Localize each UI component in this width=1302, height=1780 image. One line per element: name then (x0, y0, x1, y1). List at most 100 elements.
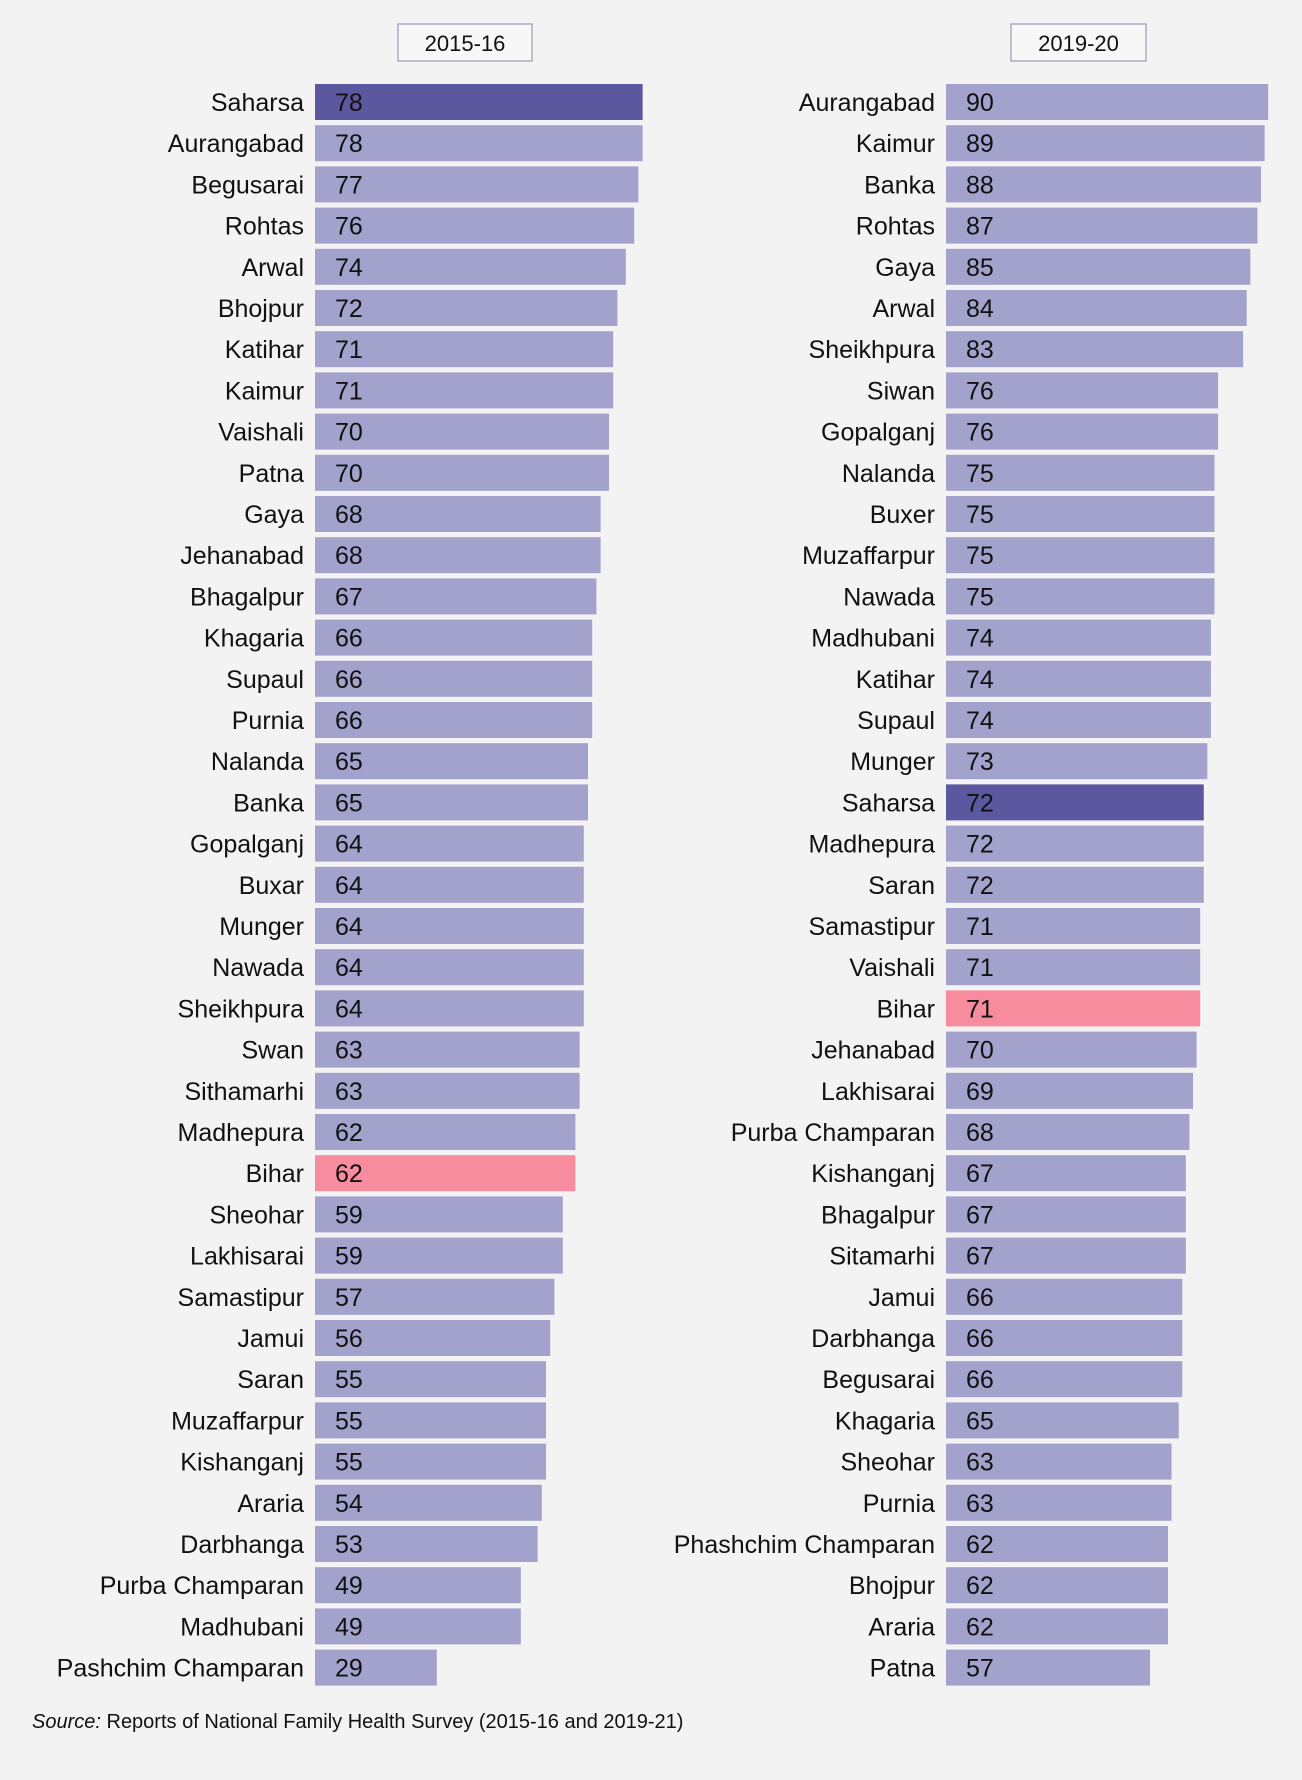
value-label-2019-20-patna: 57 (966, 1655, 994, 1683)
category-label-2015-16-darbhanga: Darbhanga (180, 1531, 304, 1559)
category-label-2015-16-nalanda: Nalanda (211, 748, 304, 776)
value-label-2019-20-katihar: 74 (966, 666, 994, 694)
category-label-2019-20-bhagalpur: Bhagalpur (821, 1201, 935, 1229)
category-label-2019-20-rohtas: Rohtas (856, 213, 935, 241)
category-label-2019-20-bihar: Bihar (877, 995, 935, 1023)
category-label-2019-20-supaul: Supaul (857, 707, 935, 735)
bar-2019-20-siwan (946, 372, 1219, 409)
bar-2015-16-arwal (315, 248, 626, 285)
value-label-2019-20-araria: 62 (966, 1613, 994, 1641)
category-label-2019-20-madhepura: Madhepura (809, 831, 936, 859)
bar-2019-20-vaishali (946, 949, 1201, 986)
value-label-2019-20-nawada: 75 (966, 583, 994, 611)
bar-2019-20-bhagalpur (946, 1196, 1186, 1233)
category-label-2015-16-saran: Saran (237, 1366, 304, 1394)
bar-2015-16-muzaffarpur (315, 1402, 546, 1439)
category-label-2019-20-purnia: Purnia (863, 1490, 935, 1518)
category-label-2015-16-rohtas: Rohtas (225, 213, 304, 241)
bar-2015-16-sithamarhi (315, 1072, 580, 1109)
value-label-2015-16-rohtas: 76 (335, 213, 363, 241)
header-2015-16: 2015-16 (425, 31, 506, 56)
bar-2015-16-bihar (315, 1155, 576, 1192)
bar-2015-16-sheohar (315, 1196, 563, 1233)
value-label-2015-16-madhepura: 62 (335, 1119, 363, 1147)
bar-2019-20-khagaria (946, 1402, 1179, 1439)
category-label-2015-16-kishanganj: Kishanganj (180, 1449, 304, 1477)
value-label-2015-16-sithamarhi: 63 (335, 1078, 363, 1106)
bar-2019-20-munger (946, 743, 1208, 780)
category-label-2019-20-gopalganj: Gopalganj (821, 419, 935, 447)
category-label-2015-16-bhagalpur: Bhagalpur (190, 583, 304, 611)
category-label-2019-20-madhubani: Madhubani (811, 625, 935, 653)
value-label-2019-20-nalanda: 75 (966, 460, 994, 488)
category-label-2019-20-nalanda: Nalanda (842, 460, 935, 488)
bar-2015-16-gaya (315, 496, 601, 532)
category-label-2019-20-muzaffarpur: Muzaffarpur (802, 542, 935, 570)
bar-2019-20-katihar (946, 660, 1211, 697)
value-label-2019-20-rohtas: 87 (966, 213, 994, 241)
value-label-2015-16-nawada: 64 (335, 954, 363, 982)
value-label-2015-16-samastipur: 57 (335, 1284, 363, 1312)
category-label-2015-16-munger: Munger (219, 913, 304, 941)
value-label-2019-20-vaishali: 71 (966, 954, 994, 982)
category-label-2015-16-madhubani: Madhubani (180, 1613, 304, 1641)
category-label-2015-16-jamui: Jamui (237, 1325, 304, 1353)
value-label-2019-20-gaya: 85 (966, 254, 994, 282)
category-label-2015-16-sheikhpura: Sheikhpura (178, 995, 305, 1023)
bar-2019-20-purba-champaran (946, 1114, 1190, 1150)
bar-2019-20-gopalganj (946, 413, 1219, 450)
category-label-2015-16-begusarai: Begusarai (191, 171, 304, 199)
header-2019-20: 2019-20 (1038, 31, 1119, 56)
category-label-2019-20-bhojpur: Bhojpur (849, 1572, 935, 1600)
category-label-2019-20-arwal: Arwal (872, 295, 935, 323)
category-label-2015-16-nawada: Nawada (212, 954, 304, 982)
category-label-2019-20-katihar: Katihar (856, 666, 935, 694)
category-label-2019-20-sitamarhi: Sitamarhi (829, 1243, 935, 1271)
bar-2015-16-madhepura (315, 1114, 576, 1150)
category-label-2019-20-jehanabad: Jehanabad (811, 1037, 935, 1065)
value-label-2019-20-arwal: 84 (966, 295, 994, 323)
bar-2015-16-madhubani (315, 1608, 521, 1645)
value-label-2015-16-katihar: 71 (335, 336, 363, 364)
bar-2015-16-bhojpur (315, 290, 618, 326)
value-label-2019-20-samastipur: 71 (966, 913, 994, 941)
bar-2019-20-jamui (946, 1278, 1183, 1315)
category-label-2019-20-patna: Patna (870, 1655, 935, 1683)
value-label-2015-16-bihar: 62 (335, 1160, 363, 1188)
category-label-2015-16-buxar: Buxar (239, 872, 304, 900)
category-label-2019-20-phashchim-champaran: Phashchim Champaran (674, 1531, 935, 1559)
category-label-2019-20-khagaria: Khagaria (835, 1407, 935, 1435)
bar-2019-20-kishanganj (946, 1155, 1186, 1192)
category-label-2015-16-samastipur: Samastipur (178, 1284, 304, 1312)
bar-2019-20-araria (946, 1608, 1168, 1645)
header-box-2019-20 (1010, 23, 1147, 62)
value-label-2019-20-saran: 72 (966, 872, 994, 900)
source-note: Source: Reports of National Family Healt… (32, 1711, 683, 1734)
category-label-2015-16-bihar: Bihar (246, 1160, 304, 1188)
bar-2019-20-arwal (946, 290, 1247, 326)
category-label-2015-16-patna: Patna (239, 460, 304, 488)
bar-2015-16-vaishali (315, 413, 609, 450)
value-label-2019-20-sitamarhi: 67 (966, 1243, 994, 1271)
bar-2019-20-bhojpur (946, 1567, 1168, 1604)
value-label-2019-20-madhepura: 72 (966, 831, 994, 859)
category-label-2019-20-nawada: Nawada (843, 583, 935, 611)
category-label-2015-16-bhojpur: Bhojpur (218, 295, 304, 323)
value-label-2015-16-lakhisarai: 59 (335, 1243, 363, 1271)
value-label-2019-20-sheikhpura: 83 (966, 336, 994, 364)
bar-2015-16-darbhanga (315, 1526, 538, 1562)
value-label-2015-16-jehanabad: 68 (335, 542, 363, 570)
category-label-2015-16-purnia: Purnia (232, 707, 304, 735)
value-label-2019-20-purnia: 63 (966, 1490, 994, 1518)
category-label-2015-16-jehanabad: Jehanabad (180, 542, 304, 570)
bar-2019-20-lakhisarai (946, 1072, 1194, 1109)
category-label-2015-16-pashchim-champaran: Pashchim Champaran (57, 1655, 304, 1683)
value-label-2019-20-bhojpur: 62 (966, 1572, 994, 1600)
bar-2019-20-saran (946, 866, 1204, 903)
category-label-2019-20-araria: Araria (868, 1613, 935, 1641)
bar-2015-16-aurangabad (315, 125, 643, 162)
category-label-2015-16-vaishali: Vaishali (218, 419, 304, 447)
value-label-2015-16-sheohar: 59 (335, 1201, 363, 1229)
bar-2015-16-patna (315, 454, 609, 491)
value-label-2015-16-pashchim-champaran: 29 (335, 1655, 363, 1683)
